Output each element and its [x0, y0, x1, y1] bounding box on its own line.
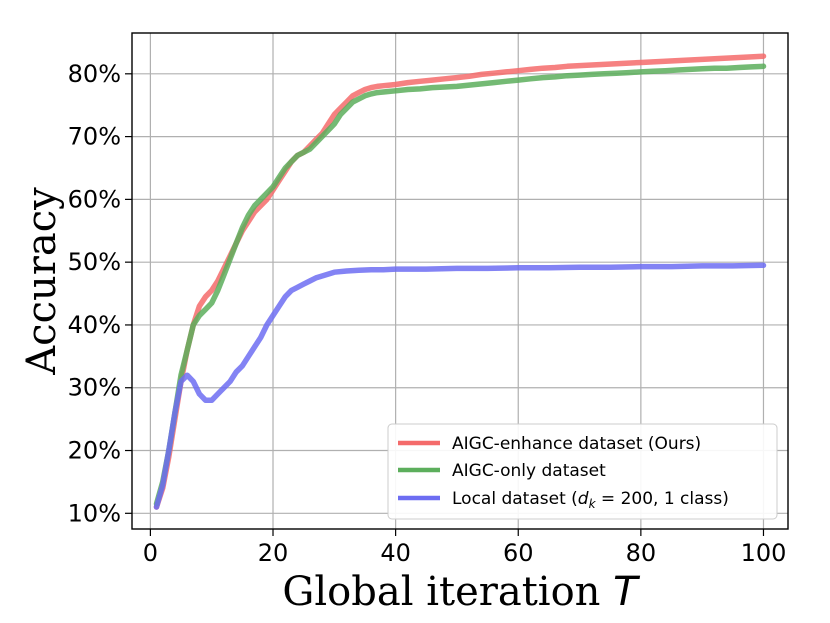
x-tick-label: 60	[503, 539, 534, 567]
series-lines	[153, 53, 767, 510]
y-tick-label: 30%	[68, 374, 121, 402]
grid-lines	[132, 33, 788, 529]
x-tick-label: 0	[143, 539, 158, 567]
series-line-aigc-only	[153, 63, 767, 507]
x-axis-label-var: T	[613, 569, 641, 615]
x-axis-label: Global iteration T	[282, 569, 641, 615]
legend-label-aigc-enhance: AIGC-enhance dataset (Ours)	[452, 434, 701, 454]
y-tick-label: 20%	[68, 437, 121, 465]
x-tick-label: 80	[626, 539, 657, 567]
series-line-local	[153, 262, 767, 510]
y-tick-label: 70%	[68, 123, 121, 151]
x-tick-label: 20	[258, 539, 289, 567]
plot-frame	[131, 32, 789, 530]
x-axis-ticks: 0 20 40 60 80 100	[143, 529, 787, 567]
x-tick-label: 100	[741, 539, 787, 567]
y-tick-label: 40%	[68, 311, 121, 339]
y-axis-label: Accuracy	[19, 187, 65, 376]
legend-box	[387, 423, 778, 520]
y-axis-ticks: 10% 20% 30% 40% 50% 60% 70% 80%	[68, 60, 132, 527]
y-tick-label: 50%	[68, 248, 121, 276]
legend-label-aigc-only: AIGC-only dataset	[452, 461, 606, 481]
x-tick-label: 40	[380, 539, 411, 567]
legend-label-local: Local dataset (dk = 200, 1 class)	[452, 489, 729, 511]
y-tick-label: 60%	[68, 185, 121, 213]
y-tick-label: 80%	[68, 60, 121, 88]
legend: AIGC-enhance dataset (Ours) AIGC-only da…	[387, 423, 778, 520]
y-tick-label: 10%	[68, 499, 121, 527]
